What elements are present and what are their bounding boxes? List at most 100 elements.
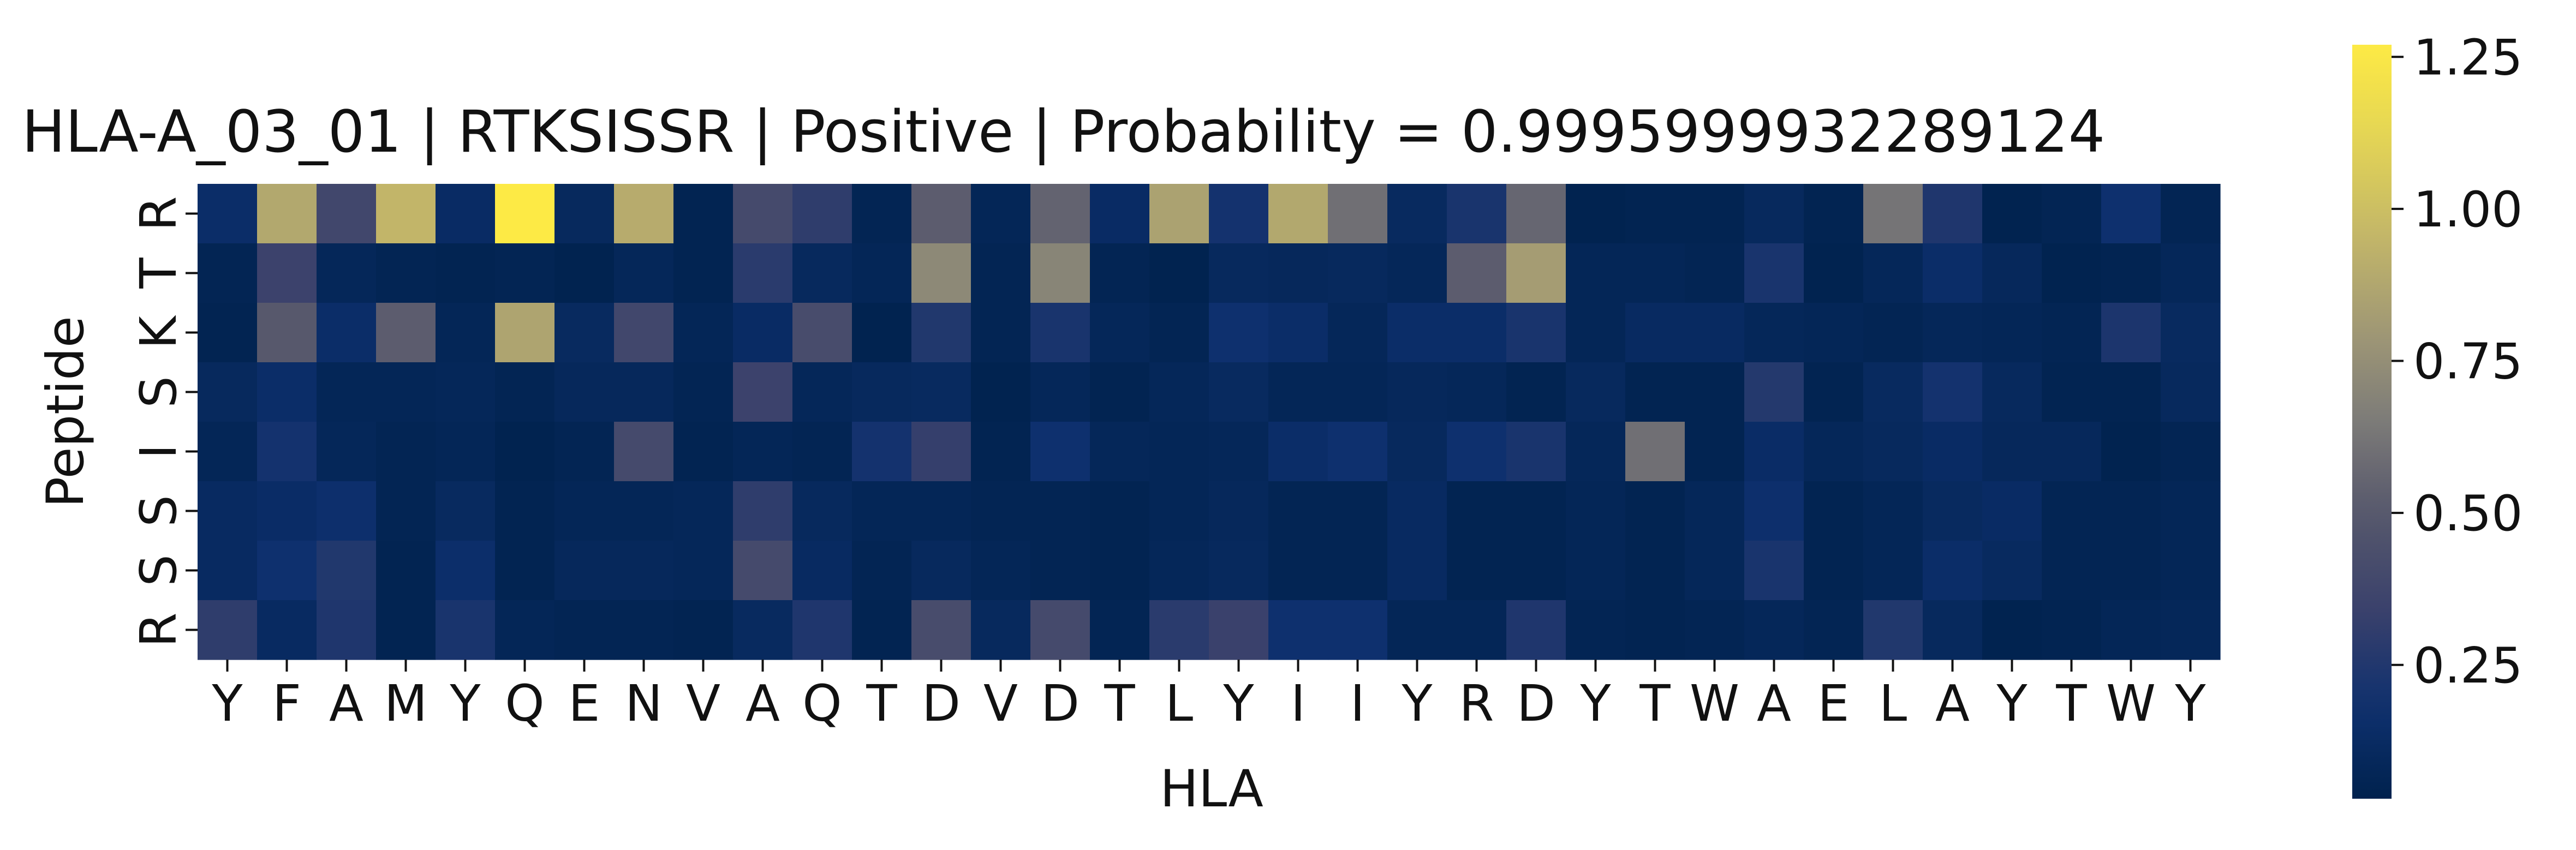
heatmap-cell bbox=[376, 422, 436, 482]
heatmap-cell bbox=[1566, 362, 1626, 422]
heatmap-cell bbox=[1923, 481, 1983, 541]
heatmap-cell bbox=[852, 541, 912, 601]
heatmap-cell bbox=[436, 422, 496, 482]
x-tick-label: I bbox=[1350, 674, 1365, 733]
heatmap-cell bbox=[495, 541, 555, 601]
heatmap-cell bbox=[1863, 600, 1923, 660]
heatmap-cell bbox=[673, 362, 734, 422]
heatmap-cell bbox=[1685, 481, 1745, 541]
y-tick-label: S bbox=[129, 495, 188, 526]
y-tick-label: T bbox=[129, 258, 188, 289]
heatmap-cell bbox=[852, 481, 912, 541]
x-tick-label: Y bbox=[449, 674, 481, 733]
heatmap-cell bbox=[1090, 184, 1150, 244]
heatmap-cell bbox=[1685, 184, 1745, 244]
heatmap-cell bbox=[1982, 600, 2042, 660]
heatmap-cell bbox=[1030, 303, 1090, 363]
heatmap-cell bbox=[554, 541, 615, 601]
heatmap-cell bbox=[792, 362, 852, 422]
heatmap-cell bbox=[911, 481, 971, 541]
heatmap-cell bbox=[2101, 600, 2161, 660]
heatmap-cell bbox=[1030, 541, 1090, 601]
heatmap-cell bbox=[792, 541, 852, 601]
heatmap-cell bbox=[495, 600, 555, 660]
heatmap-cell bbox=[1328, 481, 1388, 541]
heatmap-cell bbox=[1982, 481, 2042, 541]
y-tick-label: K bbox=[129, 315, 188, 349]
heatmap-cell bbox=[436, 541, 496, 601]
x-tick-label: A bbox=[329, 674, 363, 733]
heatmap-cell bbox=[1685, 243, 1745, 303]
heatmap-cell bbox=[1923, 422, 1983, 482]
heatmap-cell bbox=[1804, 243, 1864, 303]
heatmap-cell bbox=[1744, 243, 1804, 303]
heatmap-cell bbox=[852, 362, 912, 422]
x-tick-label: V bbox=[686, 674, 720, 733]
heatmap-cell bbox=[911, 362, 971, 422]
y-tick-label: S bbox=[129, 554, 188, 586]
heatmap-cell bbox=[317, 481, 377, 541]
heatmap-cell bbox=[1506, 303, 1566, 363]
heatmap-cell bbox=[1387, 422, 1447, 482]
heatmap-cell bbox=[376, 184, 436, 244]
heatmap-cell bbox=[1149, 422, 1209, 482]
heatmap-cell bbox=[1744, 184, 1804, 244]
heatmap-cell bbox=[554, 481, 615, 541]
heatmap-cell bbox=[2042, 362, 2102, 422]
heatmap-cell bbox=[1149, 184, 1209, 244]
heatmap-cell bbox=[2101, 422, 2161, 482]
heatmap-cell bbox=[1625, 600, 1685, 660]
heatmap-cell bbox=[1268, 481, 1328, 541]
heatmap-cell bbox=[436, 303, 496, 363]
heatmap-cell bbox=[1387, 481, 1447, 541]
heatmap-cell bbox=[1328, 184, 1388, 244]
heatmap-cell bbox=[1090, 481, 1150, 541]
heatmap-cell bbox=[1328, 303, 1388, 363]
heatmap-cell bbox=[2101, 243, 2161, 303]
x-axis-label: HLA bbox=[1160, 759, 1263, 819]
heatmap-cell bbox=[2042, 184, 2102, 244]
heatmap-cell bbox=[376, 481, 436, 541]
x-tick-label: L bbox=[1879, 674, 1907, 733]
heatmap-cell bbox=[733, 362, 793, 422]
heatmap-cell bbox=[317, 541, 377, 601]
heatmap-cell bbox=[1685, 541, 1745, 601]
heatmap-cell bbox=[436, 481, 496, 541]
heatmap-cells bbox=[198, 184, 2221, 660]
heatmap-cell bbox=[1685, 362, 1745, 422]
heatmap-cell bbox=[1744, 362, 1804, 422]
heatmap-cell bbox=[1923, 541, 1983, 601]
heatmap-cell bbox=[257, 541, 317, 601]
heatmap-cell bbox=[1090, 362, 1150, 422]
heatmap-cell bbox=[733, 481, 793, 541]
heatmap-cell bbox=[2042, 541, 2102, 601]
colorbar-tick-label: 0.75 bbox=[2413, 333, 2523, 391]
heatmap-cell bbox=[1982, 303, 2042, 363]
x-tick-label: Y bbox=[211, 674, 243, 733]
heatmap-cell bbox=[2161, 481, 2221, 541]
x-tick-label: W bbox=[1690, 674, 1739, 733]
heatmap-cell bbox=[1268, 303, 1328, 363]
heatmap-cell bbox=[1149, 362, 1209, 422]
heatmap-cell bbox=[1447, 362, 1507, 422]
heatmap-cell bbox=[1923, 362, 1983, 422]
heatmap-cell bbox=[1209, 362, 1269, 422]
heatmap-cell bbox=[1566, 600, 1626, 660]
heatmap-cell bbox=[1268, 184, 1328, 244]
heatmap-cell bbox=[1209, 303, 1269, 363]
x-tick-label: A bbox=[1757, 674, 1791, 733]
heatmap-cell bbox=[971, 481, 1031, 541]
heatmap-cell bbox=[1982, 362, 2042, 422]
heatmap-cell bbox=[495, 422, 555, 482]
heatmap-cell bbox=[971, 303, 1031, 363]
heatmap-cell bbox=[1328, 243, 1388, 303]
heatmap-cell bbox=[1090, 422, 1150, 482]
heatmap-cell bbox=[1863, 422, 1923, 482]
heatmap-cell bbox=[1744, 303, 1804, 363]
heatmap-cell bbox=[1744, 541, 1804, 601]
heatmap-cell bbox=[1209, 184, 1269, 244]
heatmap-cell bbox=[198, 303, 258, 363]
heatmap-cell bbox=[673, 184, 734, 244]
heatmap-cell bbox=[554, 243, 615, 303]
heatmap-cell bbox=[1982, 184, 2042, 244]
